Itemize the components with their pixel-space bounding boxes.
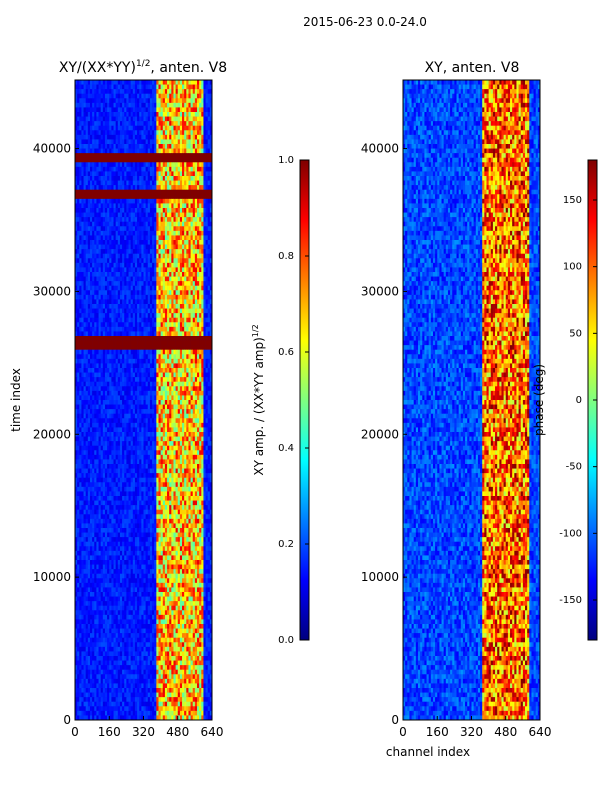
amplitude-xtick-label: 0 bbox=[71, 725, 79, 739]
phase-ytick-label: 0 bbox=[391, 713, 399, 727]
amplitude-ytick-label: 10000 bbox=[33, 570, 71, 584]
phase-colorbar-tick-label: -150 bbox=[559, 595, 582, 606]
amplitude-colorbar-tick-label: 0.2 bbox=[278, 539, 294, 550]
phase-ytick-label: 40000 bbox=[361, 142, 399, 156]
phase-colorbar-tick-label: 50 bbox=[569, 328, 582, 339]
amplitude-heatmap bbox=[75, 80, 213, 721]
amplitude-ytick-label: 20000 bbox=[33, 427, 71, 441]
phase-colorbar-tick-label: 0 bbox=[576, 395, 582, 406]
phase-xtick-label: 160 bbox=[426, 725, 449, 739]
phase-xlabel: channel index bbox=[386, 745, 470, 759]
phase-xtick-label: 0 bbox=[399, 725, 407, 739]
amplitude-panel-title: XY/(XX*YY)1/2, anten. V8 bbox=[59, 59, 227, 76]
phase-xtick-label: 320 bbox=[460, 725, 483, 739]
amplitude-ytick-label: 0 bbox=[63, 713, 71, 727]
phase-heatmap bbox=[403, 80, 541, 721]
amplitude-ylabel: time index bbox=[9, 368, 23, 432]
amplitude-xtick-label: 160 bbox=[98, 725, 121, 739]
amplitude-xtick-label: 480 bbox=[166, 725, 189, 739]
phase-ytick-label: 30000 bbox=[361, 284, 399, 298]
amplitude-colorbar-gradient bbox=[299, 159, 310, 641]
phase-xtick-label: 640 bbox=[529, 725, 552, 739]
phase-colorbar-tick-label: -100 bbox=[559, 528, 582, 539]
phase-panel-title: XY, anten. V8 bbox=[425, 60, 520, 76]
phase-colorbar-tick-label: 100 bbox=[563, 262, 582, 273]
amplitude-xtick-label: 320 bbox=[132, 725, 155, 739]
amplitude-colorbar: 0.0 0.2 0.4 0.6 0.8 1.0 XY amp. / (XX*YY amp)… bbox=[251, 155, 310, 646]
phase-xtick-label: 480 bbox=[494, 725, 517, 739]
phase-colorbar-tick-label: -50 bbox=[566, 462, 582, 473]
amplitude-xtick-label: 640 bbox=[201, 725, 224, 739]
amplitude-colorbar-tick-label: 0.0 bbox=[278, 635, 294, 646]
figure-title: 2015-06-23 0.0-24.0 bbox=[303, 15, 427, 29]
amplitude-colorbar-label: XY amp. / (XX*YY amp)1/2 bbox=[251, 324, 266, 475]
amplitude-colorbar-tick-label: 0.6 bbox=[278, 347, 294, 358]
phase-colorbar-label: phase (deg) bbox=[532, 364, 546, 436]
phase-colorbar-tick-label: 150 bbox=[563, 195, 582, 206]
amplitude-ytick-label: 40000 bbox=[33, 142, 71, 156]
amplitude-panel: XY/(XX*YY)1/2, anten. V8 0 160 320 480 640 0… bbox=[9, 59, 227, 739]
phase-ytick-label: 10000 bbox=[361, 570, 399, 584]
phase-panel: XY, anten. V8 0 160 320 480 640 0 10000 20000 3… bbox=[361, 60, 552, 759]
amplitude-ytick-label: 30000 bbox=[33, 284, 71, 298]
amplitude-colorbar-tick-label: 1.0 bbox=[278, 155, 294, 166]
amplitude-colorbar-tick-label: 0.8 bbox=[278, 251, 294, 262]
phase-ytick-label: 20000 bbox=[361, 427, 399, 441]
phase-colorbar: -150 -100 -50 0 50 100 150 phase (deg) bbox=[532, 159, 598, 641]
amplitude-colorbar-tick-label: 0.4 bbox=[278, 443, 294, 454]
